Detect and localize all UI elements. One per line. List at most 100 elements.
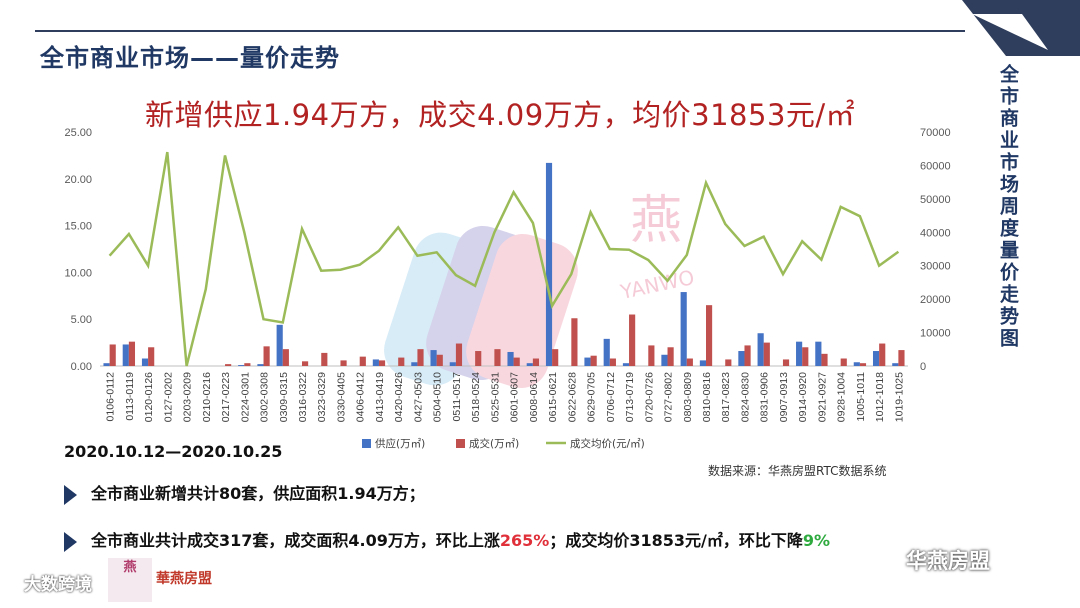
yanwo-logo: 燕 — [108, 558, 152, 602]
corner-decoration — [962, 0, 1080, 56]
deal-bar — [725, 359, 732, 366]
deal-bar — [302, 361, 309, 366]
legend-label: 成交(万㎡) — [469, 437, 519, 450]
y-right-tick-label: 60000 — [920, 160, 951, 172]
y-right-tick-label: 70000 — [920, 127, 951, 139]
y-left-tick-label: 15.00 — [64, 221, 92, 233]
deal-bar — [225, 364, 232, 366]
deal-bar — [667, 347, 674, 366]
x-tick-label: 0727-0802 — [663, 372, 675, 422]
deal-bar — [263, 346, 270, 366]
deal-bar — [763, 342, 770, 366]
title-underline — [35, 30, 965, 32]
supply-bar — [507, 351, 514, 366]
x-tick-label: 1019-1025 — [893, 372, 905, 422]
deal-bar — [686, 358, 693, 366]
supply-bar — [141, 358, 149, 366]
x-tick-label: 0824-0830 — [739, 372, 751, 422]
deal-bar — [802, 347, 809, 366]
deal-bar — [648, 345, 655, 366]
supply-bar — [872, 351, 880, 366]
wechat-watermark: 华燕房盟 — [906, 549, 990, 573]
supply-bar — [622, 363, 630, 366]
side-title: 全市商业市场周度量价走势图 — [997, 64, 1019, 350]
brand-logo: 華燕房盟 — [156, 571, 212, 587]
supply-bar — [122, 344, 129, 366]
yanwo-logo-text: 燕 — [123, 560, 137, 575]
deal-bar — [898, 350, 905, 366]
x-tick-label: 0525-0531 — [489, 372, 501, 422]
supply-bar — [276, 324, 283, 366]
deal-bar — [340, 360, 347, 366]
x-tick-label: 0427-0503 — [412, 372, 424, 422]
deal-bar — [378, 360, 386, 366]
x-tick-label: 0113-0119 — [124, 372, 136, 421]
y-right-tick-label: 0 — [920, 361, 926, 373]
x-tick-label: 1012-1018 — [874, 372, 886, 422]
price-change-pct: 9% — [802, 531, 831, 550]
y-left-tick-label: 5.00 — [71, 314, 92, 326]
x-tick-label: 0316-0322 — [297, 372, 309, 422]
x-tick-label: 0907-0913 — [778, 372, 790, 422]
supply-bar — [411, 362, 418, 366]
supply-bar — [853, 362, 860, 366]
x-tick-label: 0518-0524 — [470, 372, 482, 422]
x-tick-label: 0928-1004 — [836, 372, 848, 422]
page-title: 全市商业市场——量价走势 — [40, 44, 340, 72]
legend-swatch — [362, 439, 371, 448]
x-tick-label: 0810-0816 — [701, 372, 713, 422]
x-tick-label: 0302-0308 — [259, 372, 271, 422]
supply-bar — [738, 351, 745, 366]
x-tick-label: 0914-0920 — [797, 372, 809, 422]
y-left-tick-label: 10.00 — [64, 267, 92, 279]
x-tick-label: 0629-0705 — [586, 372, 598, 422]
x-tick-label: 0420-0426 — [393, 372, 405, 422]
deal-bar — [821, 353, 828, 366]
price-line — [108, 151, 900, 367]
y-right-tick-label: 50000 — [920, 194, 951, 206]
deal-bar — [532, 358, 540, 366]
headline: 新增供应1.94万方，成交4.09万方，均价31853元/㎡ — [145, 98, 856, 132]
bottom-left-watermark: 大数跨境 — [24, 575, 92, 595]
deal-bar — [359, 356, 366, 366]
y-right-tick-label: 10000 — [920, 328, 951, 340]
volume-price-chart: 燕 YANWO 0.00 5.00 10.00 15.00 20.00 25.00 0 100… — [64, 127, 951, 450]
x-tick-label: 0309-0315 — [278, 372, 290, 422]
deal-bar — [571, 318, 578, 366]
supply-bar — [892, 363, 899, 366]
x-tick-label: 0817-0823 — [720, 372, 732, 422]
watermark-cn: 燕 — [630, 191, 682, 251]
legend-label: 供应(万㎡) — [375, 437, 425, 450]
x-tick-label: 0120-0126 — [143, 372, 155, 422]
supply-bar — [449, 362, 456, 366]
deal-bar — [455, 343, 463, 366]
deal-bar — [744, 345, 751, 366]
y-right-tick-label: 20000 — [920, 294, 951, 306]
deal-bar — [109, 344, 116, 366]
supply-bar — [430, 350, 437, 366]
deal-bar — [417, 349, 424, 366]
supply-bar — [545, 162, 553, 366]
legend-swatch — [456, 439, 465, 448]
deal-bar — [436, 354, 443, 366]
bullet-supply: 全市商业新增共计80套，供应面积1.94万方； — [64, 480, 425, 505]
supply-bar — [815, 341, 822, 366]
deal-bar — [859, 363, 867, 366]
bullet-deal-text-b: ；成交均价31853元/㎡，环比下降 — [549, 531, 803, 550]
supply-bar — [584, 357, 591, 366]
bullet-marker-icon — [64, 484, 77, 505]
date-range: 2020.10.12—2020.10.25 — [64, 442, 283, 461]
x-tick-label: 0921-0927 — [816, 372, 828, 422]
deal-bar — [782, 359, 790, 366]
x-tick-label: 0504-0510 — [432, 372, 444, 422]
supply-bar — [699, 360, 706, 366]
x-tick-label: 0608-0614 — [528, 372, 540, 422]
x-tick-label: 0224-0301 — [239, 372, 251, 422]
deal-bar — [128, 341, 136, 366]
deal-bar — [609, 358, 616, 366]
deal-bar — [321, 352, 328, 366]
deal-bar — [879, 343, 886, 366]
x-tick-label: 0713-0719 — [624, 372, 636, 422]
deal-bar — [590, 355, 597, 366]
deal-bar — [398, 357, 405, 366]
